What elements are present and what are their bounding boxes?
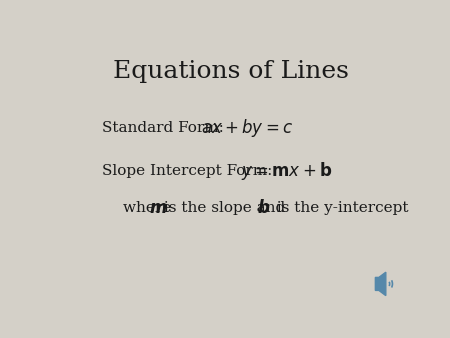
Text: Standard Form:: Standard Form: — [102, 121, 224, 135]
Text: $\boldsymbol{m}$: $\boldsymbol{m}$ — [148, 200, 167, 217]
Text: is the y-intercept: is the y-intercept — [266, 201, 408, 215]
Text: $\boldsymbol{b}$: $\boldsymbol{b}$ — [257, 199, 270, 217]
Text: $y = \mathbf{m}x + \mathbf{b}$: $y = \mathbf{m}x + \mathbf{b}$ — [241, 160, 333, 182]
Text: is the slope and: is the slope and — [159, 201, 290, 215]
Text: Slope Intercept Form:: Slope Intercept Form: — [102, 164, 272, 178]
Text: $ax + by = c$: $ax + by = c$ — [201, 117, 293, 139]
Polygon shape — [375, 272, 386, 296]
Text: where: where — [122, 201, 176, 215]
Text: Equations of Lines: Equations of Lines — [112, 60, 349, 83]
